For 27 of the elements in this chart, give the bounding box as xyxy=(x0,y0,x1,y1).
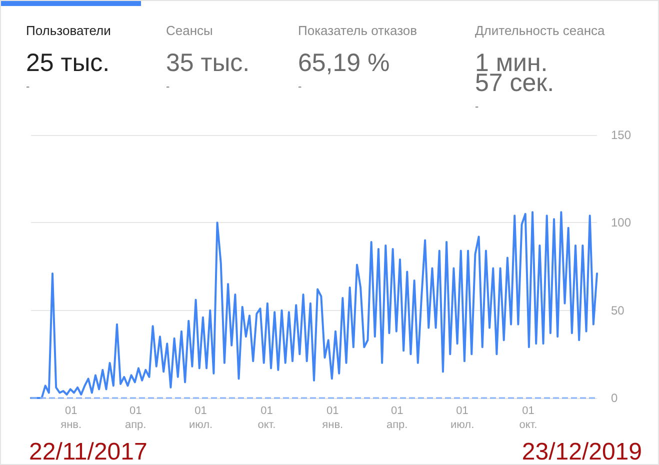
x-tick-label: 01 янв. xyxy=(322,405,344,431)
text: 22/11/2017 xyxy=(29,438,148,465)
x-tick-label: 01 окт. xyxy=(258,405,276,431)
x-tick-label: 01 апр. xyxy=(124,405,146,431)
category-label: Показатель отказов xyxy=(298,23,418,39)
text: - xyxy=(475,101,480,113)
category-label: Пользователи xyxy=(26,23,111,39)
text: - xyxy=(166,81,171,93)
text: 35 тыс. xyxy=(166,49,250,77)
text: - xyxy=(298,81,303,93)
text: 23/12/2019 xyxy=(522,438,642,465)
y-tick-label: 50 xyxy=(611,303,625,318)
y-tick-label: 0 xyxy=(611,391,618,405)
x-tick-label: 01 янв. xyxy=(60,405,82,431)
x-tick-label: 01 июл. xyxy=(188,405,213,431)
y-tick-label: 150 xyxy=(611,128,632,142)
x-tick-label: 01 июл. xyxy=(450,405,474,431)
x-tick-label: 01 апр. xyxy=(386,405,408,431)
category-label: Длительность сеанса xyxy=(475,23,605,39)
x-tick-label: 01 окт. xyxy=(519,405,538,431)
text: 1 мин. 57 сек. xyxy=(475,49,554,97)
text: 25 тыс. xyxy=(26,49,110,77)
line-series xyxy=(30,211,598,399)
text: 65,19 % xyxy=(298,49,390,77)
y-tick-label: 100 xyxy=(611,216,632,230)
category-label: Сеансы xyxy=(166,23,214,39)
text: - xyxy=(26,81,31,93)
